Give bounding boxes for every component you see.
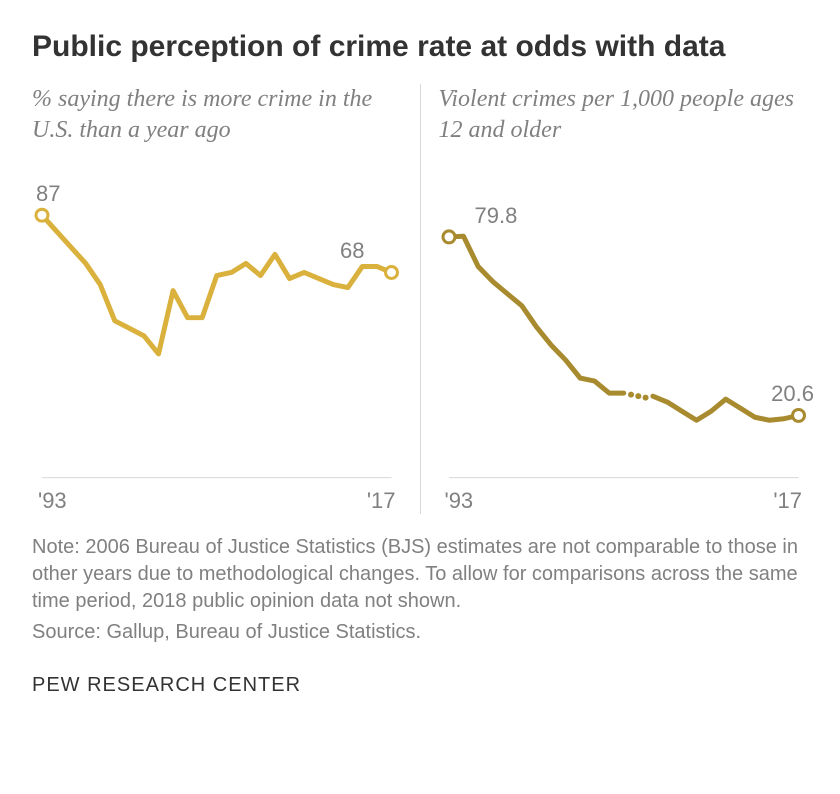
right-subtitle: Violent crimes per 1,000 people ages 12 … bbox=[439, 84, 809, 156]
chart-title: Public perception of crime rate at odds … bbox=[32, 28, 808, 66]
charts-container: % saying there is more crime in the U.S.… bbox=[32, 84, 808, 514]
left-plot-wrap: 87 68 '93 '17 bbox=[32, 166, 402, 514]
left-line-chart bbox=[32, 166, 401, 514]
left-panel: % saying there is more crime in the U.S.… bbox=[32, 84, 402, 514]
source-text: Source: Gallup, Bureau of Justice Statis… bbox=[32, 619, 808, 646]
left-start-label: 87 bbox=[36, 181, 60, 207]
right-end-label: 20.6 bbox=[771, 381, 814, 407]
left-xtick-end: '17 bbox=[367, 488, 396, 514]
left-xtick-start: '93 bbox=[38, 488, 67, 514]
right-xtick-start: '93 bbox=[445, 488, 474, 514]
note-text: Note: 2006 Bureau of Justice Statistics … bbox=[32, 534, 808, 615]
right-panel: Violent crimes per 1,000 people ages 12 … bbox=[439, 84, 809, 514]
right-xtick-end: '17 bbox=[773, 488, 802, 514]
right-start-label: 79.8 bbox=[475, 203, 518, 229]
right-plot-wrap: 79.8 20.6 '93 '17 bbox=[439, 166, 809, 514]
footer-attribution: PEW RESEARCH CENTER bbox=[32, 674, 808, 697]
left-end-label: 68 bbox=[340, 238, 364, 264]
left-subtitle: % saying there is more crime in the U.S.… bbox=[32, 84, 402, 156]
panel-separator bbox=[420, 84, 421, 514]
